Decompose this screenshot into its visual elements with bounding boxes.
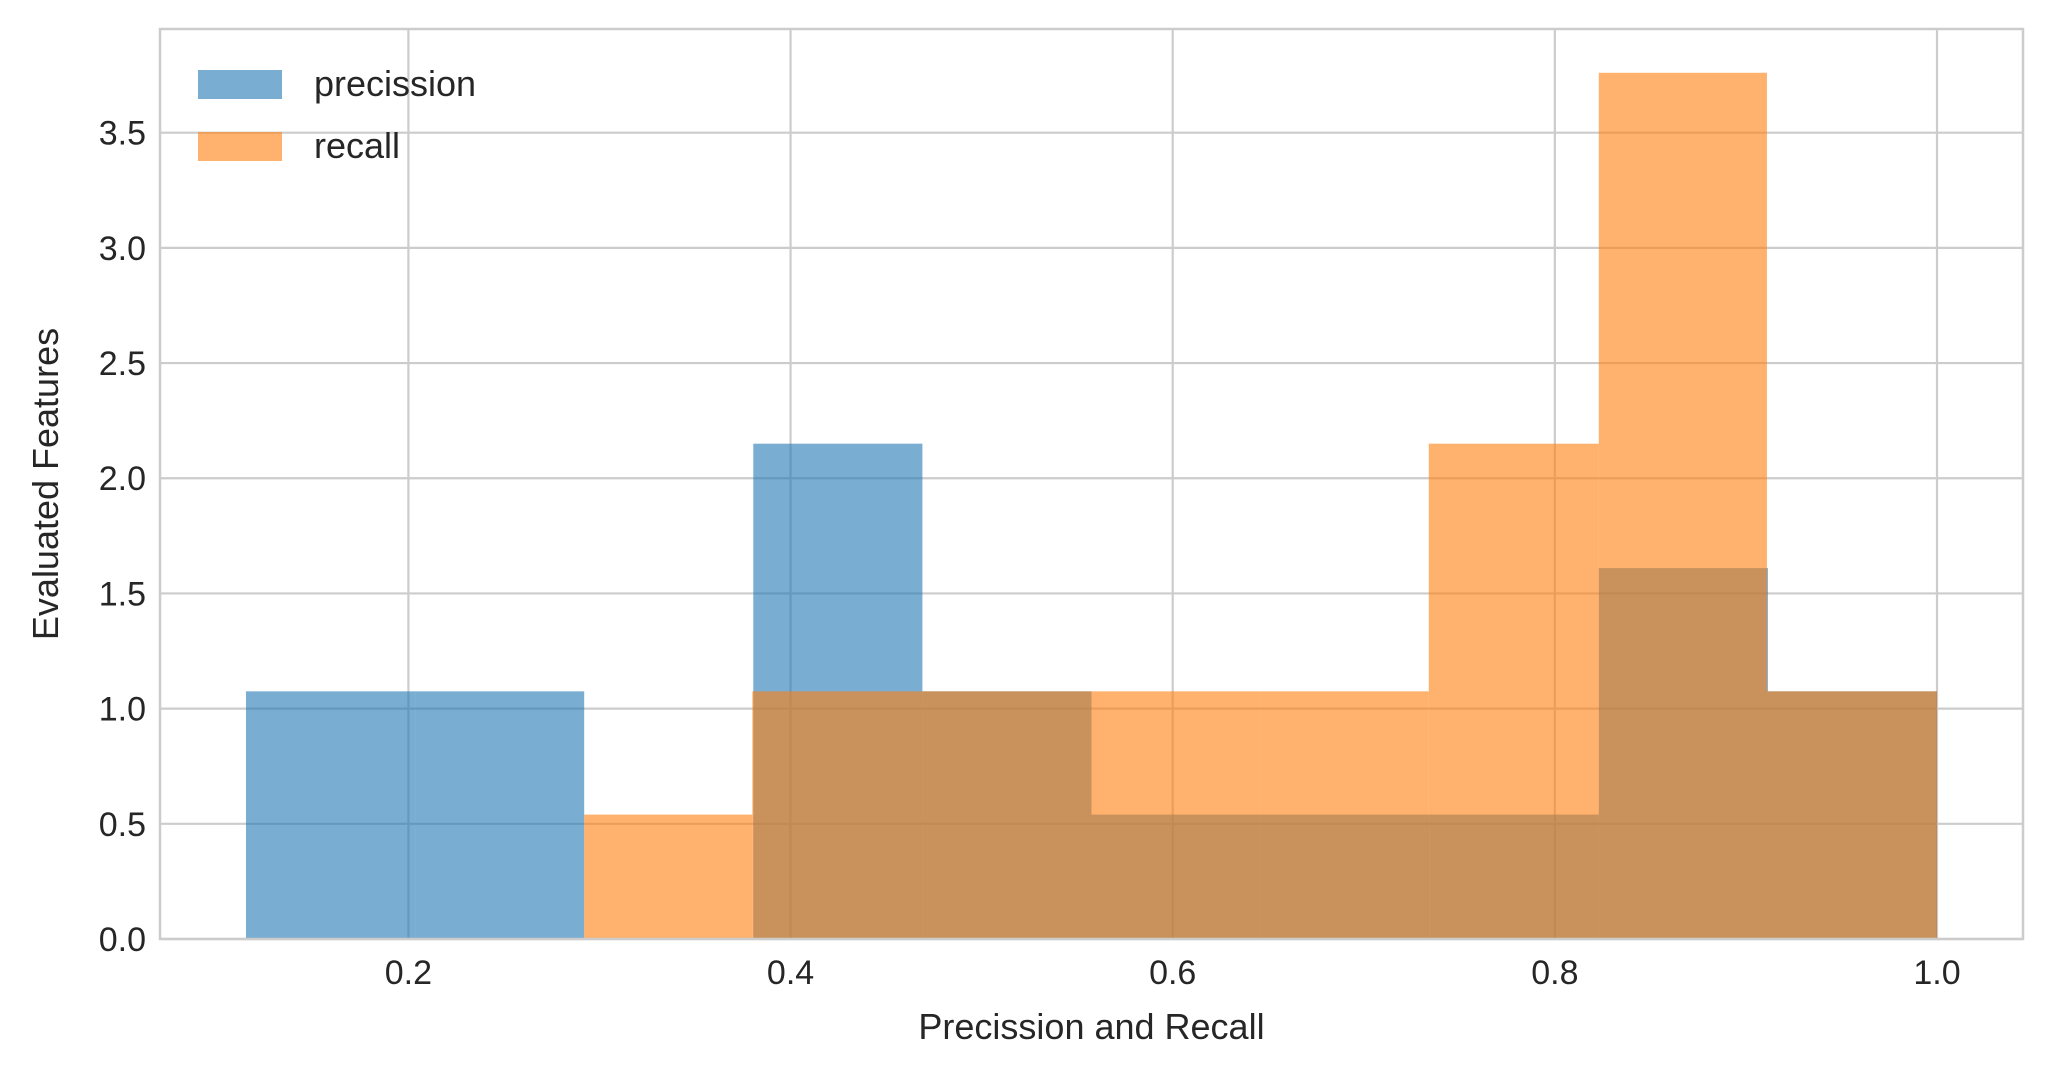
bars-layer xyxy=(245,72,1938,939)
histogram-bar-recall xyxy=(584,814,753,939)
legend-label-recall: recall xyxy=(314,125,400,166)
y-axis-label: Evaluated Features xyxy=(25,328,66,640)
y-tick-label: 0.5 xyxy=(99,806,146,844)
plot-frame xyxy=(158,27,2025,941)
histogram-bar-recall xyxy=(1766,691,1938,939)
legend-swatch-precission xyxy=(198,70,282,99)
y-tick-label: 3.5 xyxy=(99,115,146,153)
plot-border xyxy=(158,27,2025,941)
x-axis-label: Precission and Recall xyxy=(918,1006,1264,1047)
legend: precission recall xyxy=(198,63,476,166)
y-tick-label: 0.0 xyxy=(99,921,146,959)
x-tick-label: 0.6 xyxy=(1149,954,1196,992)
x-tick-label: 0.8 xyxy=(1531,954,1578,992)
histogram-bar-recall xyxy=(922,691,1091,939)
histogram-bar-recall xyxy=(752,691,923,939)
histogram-bar-recall xyxy=(1598,72,1767,939)
x-tick-label: 1.0 xyxy=(1913,954,1960,992)
histogram-bar-precission xyxy=(415,691,585,939)
histogram-bar-recall xyxy=(1090,691,1261,939)
y-tick-label: 2.0 xyxy=(99,460,146,498)
y-tick-label: 1.0 xyxy=(99,691,146,729)
x-tick-label: 0.2 xyxy=(385,954,432,992)
y-tick-label: 3.0 xyxy=(99,230,146,268)
tick-labels: 0.2 0.4 0.6 0.8 1.0 0.0 0.5 1.0 1.5 2.0 2.5 3.0 3.5 xyxy=(99,115,1961,992)
histogram-bar-recall xyxy=(1260,691,1429,939)
x-tick-label: 0.4 xyxy=(767,954,814,992)
legend-swatch-recall xyxy=(198,132,282,161)
legend-label-precission: precission xyxy=(314,63,476,104)
histogram-bar-recall xyxy=(1428,443,1599,939)
histogram-bar-precission xyxy=(245,691,416,939)
y-tick-label: 1.5 xyxy=(99,575,146,613)
y-tick-label: 2.5 xyxy=(99,345,146,383)
